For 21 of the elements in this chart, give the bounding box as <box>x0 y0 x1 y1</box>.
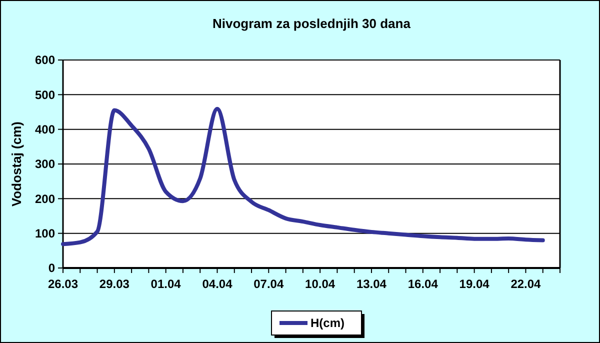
x-tick-label: 26.03 <box>48 277 78 291</box>
x-tick-label: 29.03 <box>99 277 130 291</box>
y-tick-label: 300 <box>34 157 56 172</box>
y-tick-label: 0 <box>48 261 56 276</box>
x-tick-label: 19.04 <box>459 277 490 291</box>
x-tick-label: 07.04 <box>254 277 284 291</box>
legend-label: H(cm) <box>310 316 345 330</box>
x-tick-label: 04.04 <box>202 277 233 291</box>
chart-title: Nivogram za poslednjih 30 dana <box>212 16 412 31</box>
y-tick-label: 500 <box>34 88 56 102</box>
y-axis-title: Vodostaj (cm) <box>9 122 24 206</box>
y-tick-label: 400 <box>34 122 56 137</box>
x-tick-label: 01.04 <box>150 277 182 291</box>
x-tick-label: 13.04 <box>356 277 387 291</box>
y-tick-label: 600 <box>34 53 56 68</box>
line-series <box>61 106 545 246</box>
x-tick-label: 16.04 <box>408 277 438 291</box>
y-tick-label: 200 <box>34 192 56 206</box>
y-tick-label: 100 <box>34 226 56 241</box>
x-tick-label: 22.04 <box>510 277 542 291</box>
x-tick-label: 10.04 <box>305 277 336 291</box>
